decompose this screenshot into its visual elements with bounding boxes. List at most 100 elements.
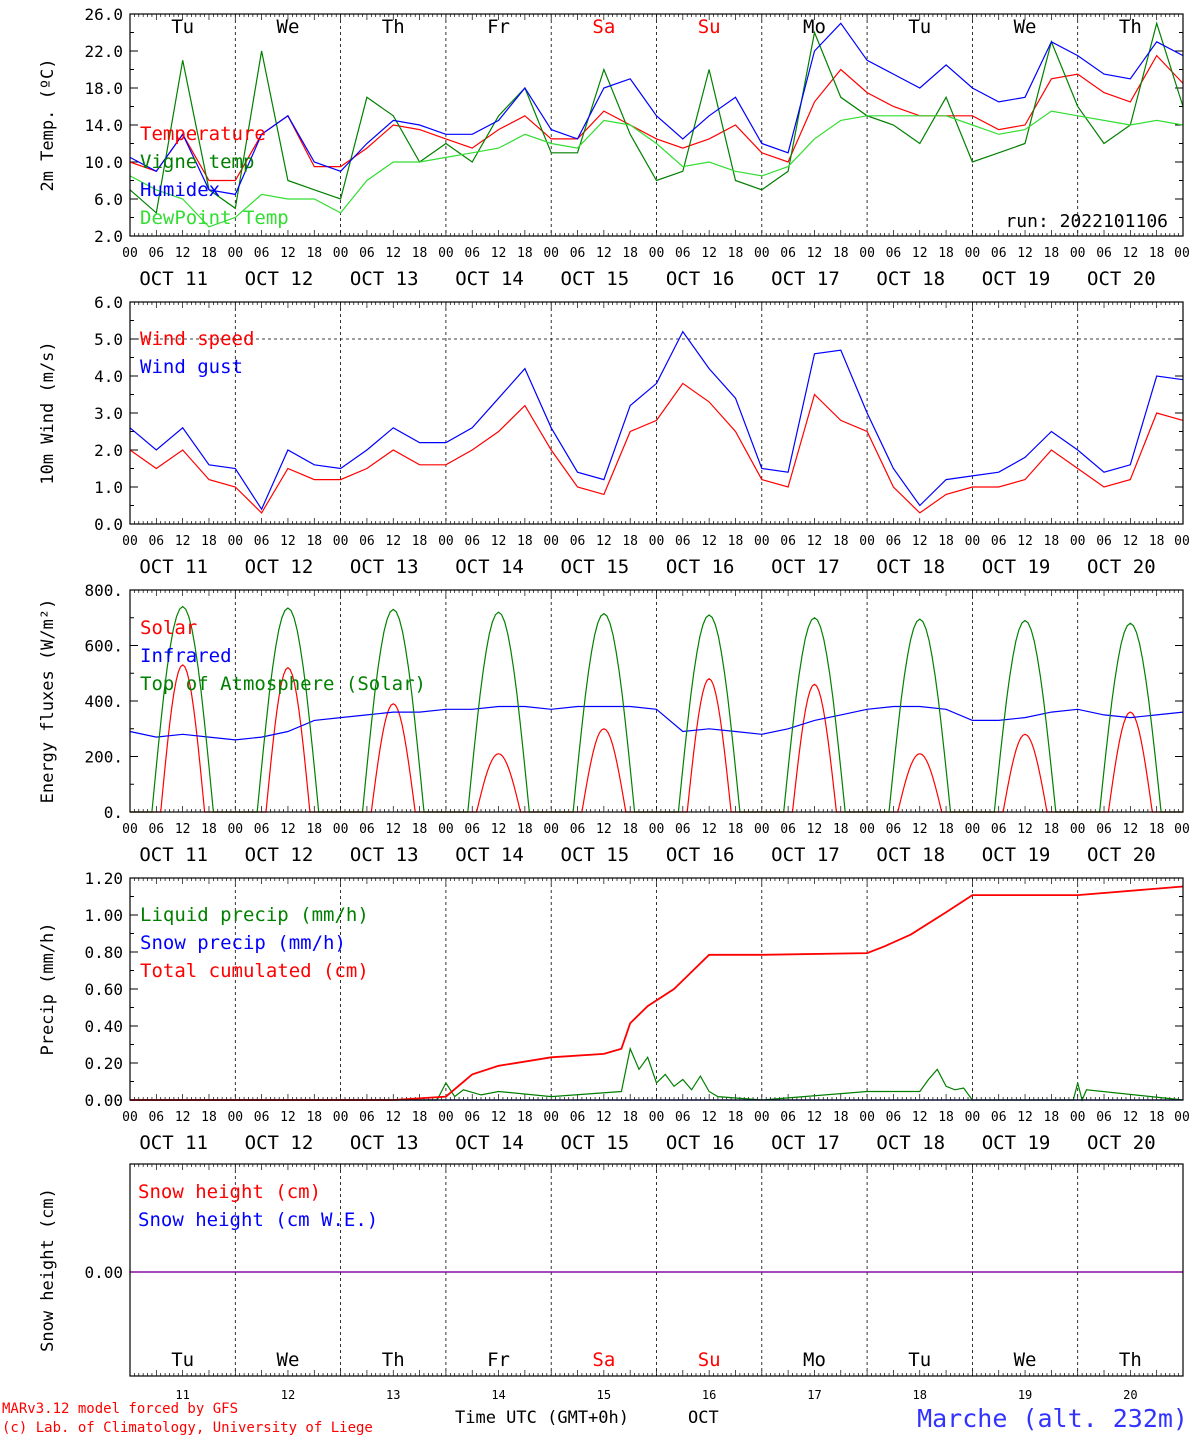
hour-label: 00 bbox=[438, 246, 454, 261]
hour-label: 00 bbox=[333, 1110, 349, 1125]
date-label: OCT 16 bbox=[666, 1132, 735, 1154]
date-label: OCT 11 bbox=[139, 844, 208, 866]
y-tick-label: 5.0 bbox=[94, 330, 123, 349]
hour-label: 06 bbox=[675, 534, 691, 549]
hour-label: 12 bbox=[175, 534, 191, 549]
hour-label: 00 bbox=[1174, 534, 1190, 549]
hour-label: 06 bbox=[991, 822, 1007, 837]
y-tick-label: 1.00 bbox=[84, 906, 123, 925]
date-label: OCT 17 bbox=[771, 1132, 840, 1154]
date-label: OCT 11 bbox=[139, 556, 208, 578]
x-axis-label: Time UTC (GMT+0h) bbox=[455, 1408, 629, 1428]
panel-frame bbox=[129, 589, 1184, 813]
hour-label: 18 bbox=[622, 822, 638, 837]
hour-label: 00 bbox=[333, 534, 349, 549]
date-label: OCT 20 bbox=[1087, 268, 1156, 290]
hour-label: 12 bbox=[1017, 1110, 1033, 1125]
y-tick-label: 200. bbox=[84, 748, 123, 767]
day-of-week-label: Th bbox=[1119, 1349, 1142, 1371]
date-label: OCT 14 bbox=[455, 556, 524, 578]
legend-entry: Temperature bbox=[140, 123, 266, 145]
hour-label: 06 bbox=[780, 1110, 796, 1125]
y-tick-label: 26.0 bbox=[84, 5, 123, 24]
hour-label: 12 bbox=[1123, 246, 1139, 261]
hour-label: 12 bbox=[1017, 534, 1033, 549]
hour-label: 00 bbox=[1174, 1110, 1190, 1125]
date-label: OCT 15 bbox=[561, 268, 630, 290]
hour-label: 00 bbox=[543, 1110, 559, 1125]
date-label: OCT 16 bbox=[666, 844, 735, 866]
day-of-week-label: Tu bbox=[908, 16, 931, 38]
date-label: OCT 16 bbox=[666, 268, 735, 290]
day-number-label: 16 bbox=[702, 1388, 716, 1402]
date-label: OCT 20 bbox=[1087, 556, 1156, 578]
legend-entry: Vigne temp bbox=[140, 151, 254, 173]
date-label: OCT 13 bbox=[350, 844, 419, 866]
hour-label: 18 bbox=[517, 822, 533, 837]
hour-label: 18 bbox=[1149, 246, 1165, 261]
day-of-week-label: Mo bbox=[803, 1349, 826, 1371]
hour-label: 00 bbox=[543, 246, 559, 261]
hour-label: 12 bbox=[280, 534, 296, 549]
footer: MARv3.12 model forced by GFS (c) Lab. of… bbox=[2, 1401, 1188, 1436]
day-of-week-label: Fr bbox=[487, 16, 510, 38]
hour-label: 18 bbox=[1044, 534, 1060, 549]
panel-frame bbox=[129, 877, 1184, 1101]
hour-label: 00 bbox=[227, 534, 243, 549]
y-tick-label: 0.60 bbox=[84, 980, 123, 999]
hour-label: 18 bbox=[412, 246, 428, 261]
hour-label: 18 bbox=[728, 246, 744, 261]
hour-label: 12 bbox=[491, 246, 507, 261]
day-number-label: 12 bbox=[281, 1388, 295, 1402]
hour-label: 18 bbox=[833, 534, 849, 549]
hour-label: 18 bbox=[833, 822, 849, 837]
date-label: OCT 17 bbox=[771, 844, 840, 866]
date-label: OCT 11 bbox=[139, 268, 208, 290]
hour-label: 00 bbox=[438, 534, 454, 549]
hour-label: 06 bbox=[675, 1110, 691, 1125]
panel-3: 0. 200. 400. 600. 800. Energy fluxes (W/m²) So… bbox=[38, 581, 1190, 866]
day-of-week-label: Sa bbox=[592, 1349, 615, 1371]
hour-label: 00 bbox=[333, 246, 349, 261]
date-label: OCT 19 bbox=[982, 1132, 1051, 1154]
hour-label: 12 bbox=[596, 534, 612, 549]
day-number-label: 18 bbox=[913, 1388, 927, 1402]
date-label: OCT 13 bbox=[350, 1132, 419, 1154]
day-of-week-label: Th bbox=[382, 16, 405, 38]
hour-label: 06 bbox=[148, 1110, 164, 1125]
hour-label: 18 bbox=[622, 1110, 638, 1125]
legend-entry: Snow precip (mm/h) bbox=[140, 932, 346, 954]
hour-label: 00 bbox=[438, 1110, 454, 1125]
hour-label: 06 bbox=[991, 246, 1007, 261]
date-label: OCT 13 bbox=[350, 268, 419, 290]
hour-label: 12 bbox=[1017, 822, 1033, 837]
hour-label: 12 bbox=[175, 1110, 191, 1125]
hour-label: 06 bbox=[359, 246, 375, 261]
hour-label: 06 bbox=[886, 534, 902, 549]
date-label: OCT 12 bbox=[245, 1132, 314, 1154]
hour-label: 18 bbox=[1044, 822, 1060, 837]
hour-label: 18 bbox=[517, 1110, 533, 1125]
hour-label: 00 bbox=[754, 822, 770, 837]
hour-label: 12 bbox=[1123, 822, 1139, 837]
date-label: OCT 19 bbox=[982, 556, 1051, 578]
hour-label: 00 bbox=[1174, 246, 1190, 261]
hour-label: 12 bbox=[491, 1110, 507, 1125]
hour-label: 18 bbox=[517, 246, 533, 261]
hour-label: 00 bbox=[1070, 534, 1086, 549]
hour-label: 18 bbox=[412, 822, 428, 837]
y-tick-label: 1.0 bbox=[94, 478, 123, 497]
hour-label: 12 bbox=[912, 1110, 928, 1125]
series-line-liquid-precip-mm-h- bbox=[130, 1046, 1184, 1102]
date-label: OCT 20 bbox=[1087, 1132, 1156, 1154]
day-of-week-label: Th bbox=[382, 1349, 405, 1371]
hour-label: 12 bbox=[912, 534, 928, 549]
hour-label: 06 bbox=[148, 246, 164, 261]
hour-label: 18 bbox=[306, 1110, 322, 1125]
hour-label: 12 bbox=[701, 1110, 717, 1125]
date-label: OCT 17 bbox=[771, 556, 840, 578]
hour-label: 18 bbox=[728, 534, 744, 549]
hour-label: 18 bbox=[306, 534, 322, 549]
hour-label: 12 bbox=[807, 534, 823, 549]
